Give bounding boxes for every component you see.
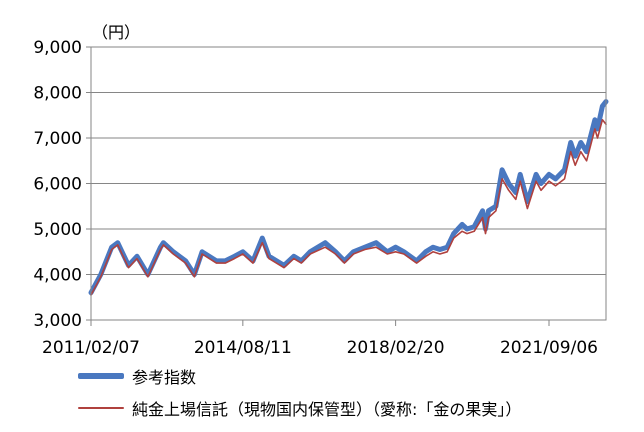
y-tick-label: 4,000 [33,266,82,286]
x-tick-label: 2011/02/07 [42,338,140,358]
legend-item-reference-index: 参考指数 [78,364,196,388]
legend-item-gold-etf: 純金上場信託（現物国内保管型）（愛称:「金の果実」） [78,396,521,420]
series-line-gold-etf [90,119,607,296]
plot-area-frame [90,46,607,321]
series-layer [88,99,609,296]
y-unit-label: （円） [92,23,140,42]
y-axis-ticks: 3,000 4,000 5,000 6,000 7,000 8,000 9,000 [33,38,91,331]
legend-label-reference-index: 参考指数 [132,368,197,387]
grid [91,46,606,321]
legend-swatch-gold-etf [78,407,124,409]
y-tick-label: 7,000 [33,129,82,149]
series-line-reference-index [88,99,609,296]
legend-swatch-reference-index [78,373,124,379]
y-tick-label: 8,000 [33,84,82,104]
x-axis-ticks: 2011/02/07 2014/08/11 2018/02/20 2021/09/06 [42,320,598,358]
x-tick-label: 2018/02/20 [347,338,445,358]
y-tick-label: 6,000 [33,175,82,195]
y-tick-label: 5,000 [33,220,82,240]
y-tick-label: 9,000 [33,38,82,58]
x-tick-label: 2021/09/06 [500,338,598,358]
legend-label-gold-etf: 純金上場信託（現物国内保管型）（愛称:「金の果実」） [132,400,522,419]
x-tick-label: 2014/08/11 [194,338,292,358]
y-tick-label: 3,000 [33,311,82,331]
